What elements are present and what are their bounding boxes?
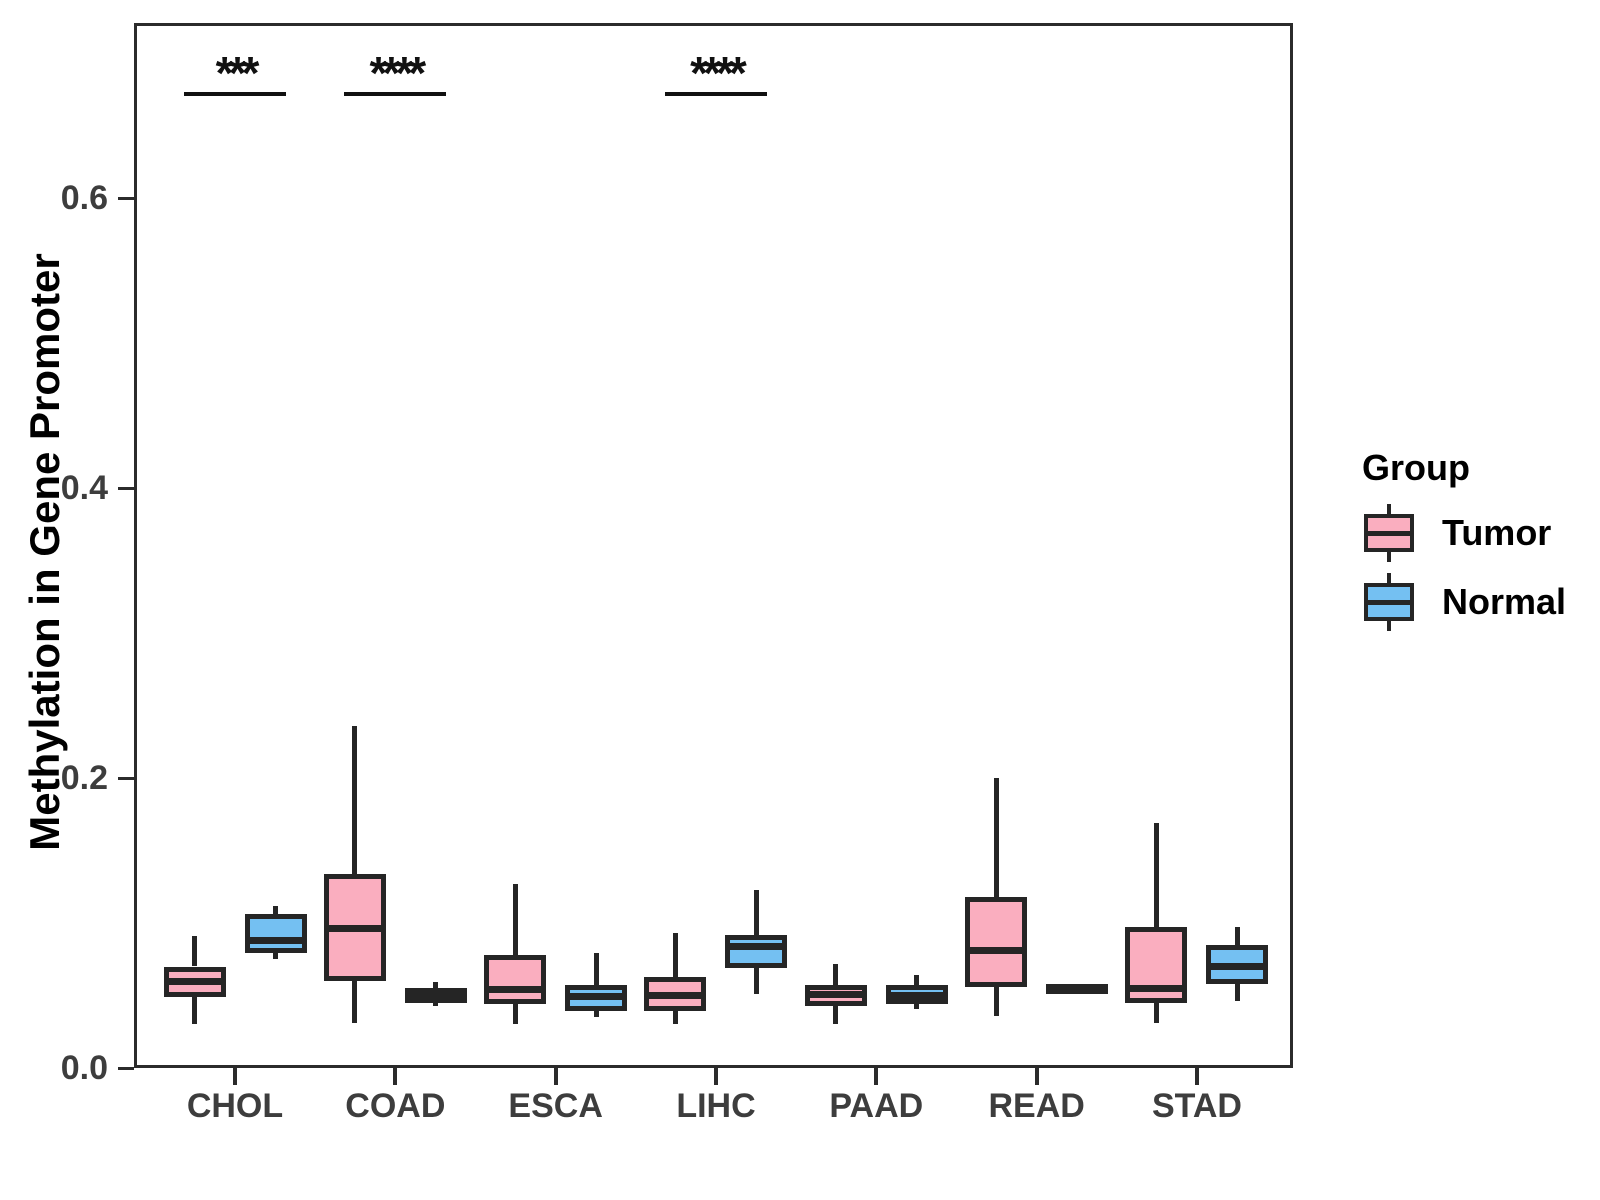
legend-key-median [1364, 531, 1414, 536]
legend-title: Group [1362, 447, 1470, 488]
upper-whisker-normal-paad [914, 975, 920, 986]
significance-label-coad: **** [369, 47, 427, 99]
median-line-tumor-chol [163, 977, 226, 985]
x-tick-label-stad: STAD [1151, 1087, 1242, 1125]
significance-label-lihc: **** [690, 47, 747, 99]
median-line-tumor-read [965, 947, 1028, 955]
x-tick-mark-stad [1194, 1068, 1199, 1085]
upper-whisker-normal-chol [273, 905, 278, 915]
median-line-normal-stad [1206, 963, 1269, 970]
significance-bar-coad [344, 92, 447, 96]
lower-whisker-normal-coad [433, 1002, 439, 1006]
y-tick-mark-0.6 [118, 196, 134, 200]
legend-label-normal: Normal [1442, 581, 1567, 622]
plot-panel: *** **** **** [134, 23, 1293, 1068]
upper-whisker-normal-stad [1234, 927, 1240, 945]
box-normal-chol [244, 914, 307, 954]
x-tick-label-read: READ [988, 1087, 1085, 1125]
median-line-tumor-esca [484, 986, 547, 994]
median-line-normal-read [1046, 984, 1109, 992]
upper-whisker-normal-coad [433, 982, 439, 989]
x-tick-mark-esca [553, 1068, 558, 1085]
lower-whisker-normal-esca [593, 1011, 599, 1018]
median-line-normal-esca [565, 993, 628, 1001]
median-line-tumor-stad [1125, 984, 1188, 992]
y-tick-mark-0.2 [118, 776, 134, 780]
x-tick-label-coad: COAD [345, 1087, 446, 1125]
x-tick-label-chol: CHOL [186, 1087, 284, 1125]
y-tick-label-0.6: 0.6 [60, 179, 108, 217]
significance-bar-chol [184, 92, 286, 96]
y-tick-mark-0.4 [118, 486, 134, 490]
x-tick-mark-coad [393, 1068, 398, 1085]
legend-item-tumor: Tumor [1362, 504, 1566, 562]
y-tick-label-0.2: 0.2 [60, 759, 108, 797]
legend-item-normal: Normal [1362, 573, 1566, 631]
lower-whisker-tumor-chol [192, 996, 197, 1025]
legend-key-normal-boxplot-icon [1362, 573, 1416, 631]
median-line-normal-paad [885, 992, 948, 999]
x-tick-label-esca: ESCA [508, 1087, 603, 1125]
upper-whisker-tumor-esca [512, 883, 518, 955]
legend-label-tumor: Tumor [1442, 512, 1552, 553]
x-tick-label-lihc: LIHC [676, 1087, 756, 1125]
upper-whisker-tumor-coad [352, 725, 358, 874]
x-tick-mark-lihc [713, 1068, 718, 1085]
median-line-normal-lihc [725, 942, 788, 950]
y-tick-label-0.0: 0.0 [60, 1049, 108, 1087]
upper-whisker-normal-esca [593, 953, 599, 986]
lower-whisker-tumor-read [993, 986, 999, 1016]
lower-whisker-tumor-coad [352, 981, 358, 1024]
upper-whisker-tumor-chol [192, 936, 197, 967]
box-normal-lihc [725, 934, 788, 968]
lower-whisker-normal-paad [914, 1004, 920, 1009]
upper-whisker-tumor-paad [833, 963, 839, 986]
legend-key-median [1364, 600, 1414, 605]
lower-whisker-tumor-paad [833, 1005, 839, 1025]
median-line-normal-chol [244, 936, 307, 944]
upper-whisker-normal-lihc [753, 889, 759, 935]
x-tick-mark-read [1034, 1068, 1039, 1085]
y-tick-mark-0.0 [118, 1066, 134, 1070]
median-line-tumor-coad [323, 925, 386, 933]
y-tick-label-0.4: 0.4 [60, 469, 108, 507]
lower-whisker-normal-lihc [753, 967, 759, 995]
lower-whisker-tumor-lihc [672, 1011, 678, 1025]
lower-whisker-tumor-stad [1153, 1002, 1159, 1024]
x-tick-mark-paad [874, 1068, 879, 1085]
legend-key-tumor-boxplot-icon [1362, 504, 1416, 562]
median-line-tumor-paad [804, 990, 867, 998]
lower-whisker-tumor-esca [512, 1004, 518, 1025]
x-tick-mark-chol [233, 1068, 237, 1085]
upper-whisker-tumor-lihc [672, 933, 678, 977]
upper-whisker-tumor-read [993, 778, 999, 897]
upper-whisker-tumor-stad [1153, 822, 1159, 928]
lower-whisker-normal-chol [273, 953, 278, 960]
legend-items: Tumor Normal [1362, 504, 1566, 631]
box-tumor-read [965, 896, 1028, 987]
x-tick-label-paad: PAAD [829, 1087, 924, 1125]
legend: Group Tumor Normal [1362, 448, 1566, 642]
lower-whisker-normal-stad [1234, 983, 1240, 1002]
significance-bar-lihc [664, 92, 767, 96]
median-line-normal-coad [404, 992, 467, 999]
median-line-tumor-lihc [644, 992, 707, 999]
box-tumor-esca [484, 954, 547, 1005]
significance-label-chol: *** [215, 47, 260, 99]
